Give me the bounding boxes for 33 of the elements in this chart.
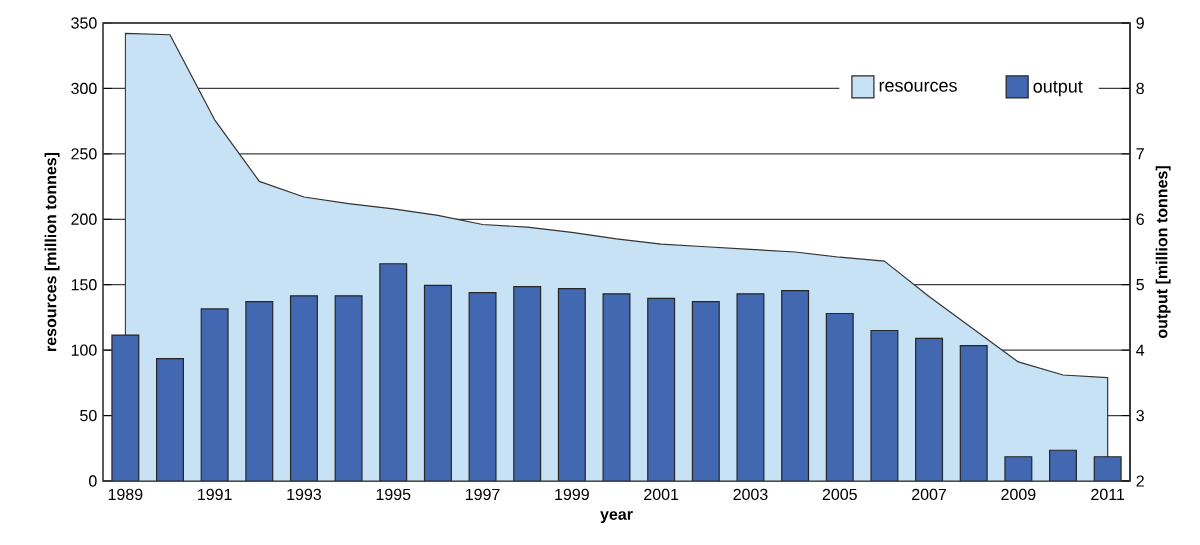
y-tick-label: 0 (89, 475, 97, 487)
x-tick-label: 1991 (198, 488, 232, 501)
y-tick-label: 100 (71, 344, 97, 356)
y-tick-label: 50 (80, 409, 97, 422)
y-tick-label: 150 (71, 279, 97, 291)
y-tick-label: 200 (71, 213, 97, 225)
y-tick-label: 350 (71, 17, 97, 29)
y-tick-label: 300 (71, 82, 97, 95)
y2-tick-label: 9 (1136, 17, 1144, 29)
y2-tick-label: 6 (1136, 213, 1144, 225)
x-tick-label: 1989 (108, 488, 143, 501)
x-tick-label: 1995 (376, 488, 411, 501)
y2-tick-label: 7 (1136, 148, 1144, 160)
x-tick-label: 1999 (555, 488, 589, 501)
legend-label: resources (879, 81, 957, 92)
y-tick-label: 250 (71, 148, 97, 160)
y2-axis-title: output [million tonnes] (1155, 166, 1171, 339)
y2-tick-label: 8 (1136, 82, 1144, 95)
x-tick-label: 1993 (287, 488, 322, 501)
y2-tick-label: 4 (1136, 344, 1145, 356)
x-tick-label: 2003 (733, 488, 768, 501)
legend-label: output (1033, 80, 1083, 97)
y2-tick-label: 5 (1136, 279, 1144, 291)
y2-tick-label: 2 (1136, 475, 1144, 487)
x-tick-label: 2007 (912, 488, 947, 501)
x-axis-title: year (600, 511, 633, 524)
x-tick-label: 2009 (1001, 488, 1036, 501)
x-tick-label: 2001 (644, 488, 679, 501)
y-axis-title: resources [million tonnes] (44, 152, 60, 351)
x-tick-label: 2011 (1091, 488, 1125, 501)
y2-tick-label: 3 (1136, 409, 1144, 422)
x-tick-label: 2005 (822, 488, 857, 501)
x-tick-label: 1997 (465, 488, 500, 501)
